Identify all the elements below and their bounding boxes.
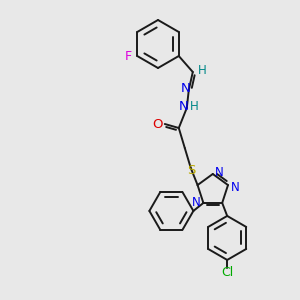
Text: N: N (181, 82, 191, 94)
Text: F: F (125, 50, 132, 62)
Text: Cl: Cl (221, 266, 233, 279)
Text: N: N (214, 166, 223, 178)
Text: O: O (152, 118, 163, 130)
Text: H: H (197, 64, 206, 77)
Text: S: S (188, 164, 196, 178)
Text: N: N (231, 181, 239, 194)
Text: N: N (179, 100, 189, 113)
Text: N: N (192, 196, 201, 209)
Text: H: H (189, 100, 198, 113)
